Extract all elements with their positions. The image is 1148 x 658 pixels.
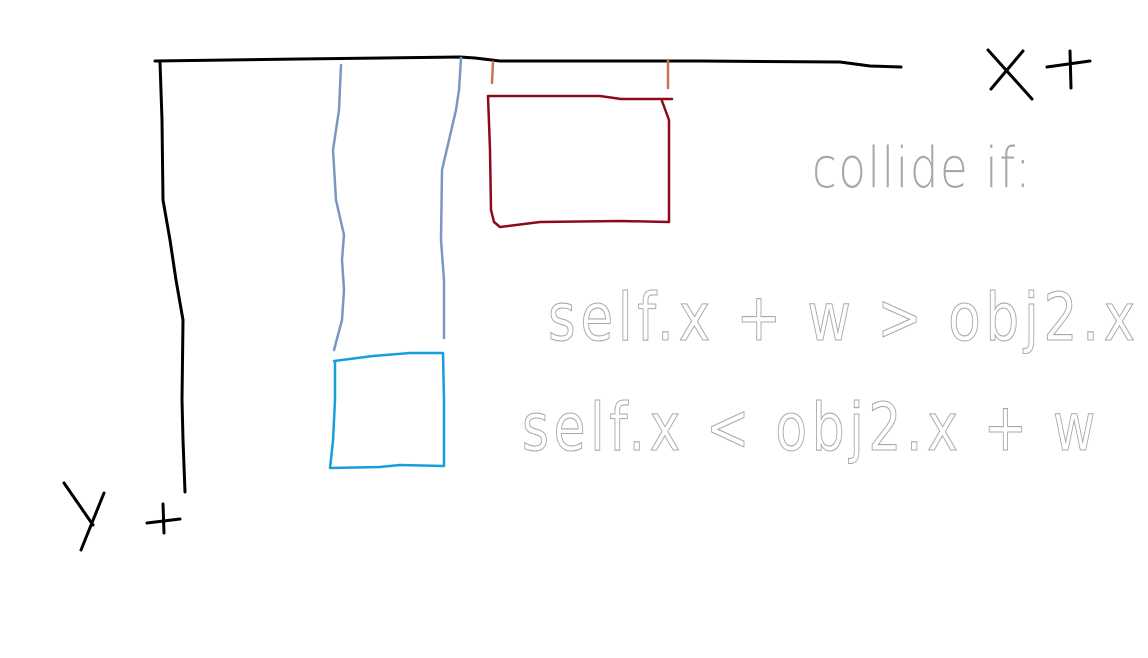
condition-line-1: self.x + w > obj2.x	[548, 279, 1140, 356]
y-axis-line	[158, 60, 187, 494]
y-axis-label-text: Y +	[120, 518, 122, 521]
y-letter	[62, 481, 95, 527]
annotation-heading: collide if:	[812, 136, 1032, 201]
guide-line-left	[331, 63, 346, 352]
x-axis-line	[153, 55, 903, 69]
y-axis-label: Y +	[62, 481, 182, 552]
x-letter	[986, 48, 1034, 101]
condition-line-2: self.x < obj2.x + w	[522, 389, 1100, 466]
x-letter	[989, 49, 1025, 91]
object-blue-box	[328, 351, 446, 470]
object-red-box	[486, 94, 674, 229]
plus-sign	[1045, 59, 1092, 69]
plus-sign	[1068, 49, 1073, 90]
guide-line-right	[439, 56, 463, 340]
x-axis-label-text: X +	[1040, 78, 1042, 81]
y-letter	[79, 491, 106, 552]
x-axis-label: X +	[986, 48, 1092, 101]
plus-sign	[161, 502, 166, 535]
edge-tick-left	[490, 60, 495, 85]
collision-annotation: collide if: self.x + w > obj2.x self.x <…	[521, 136, 1140, 467]
